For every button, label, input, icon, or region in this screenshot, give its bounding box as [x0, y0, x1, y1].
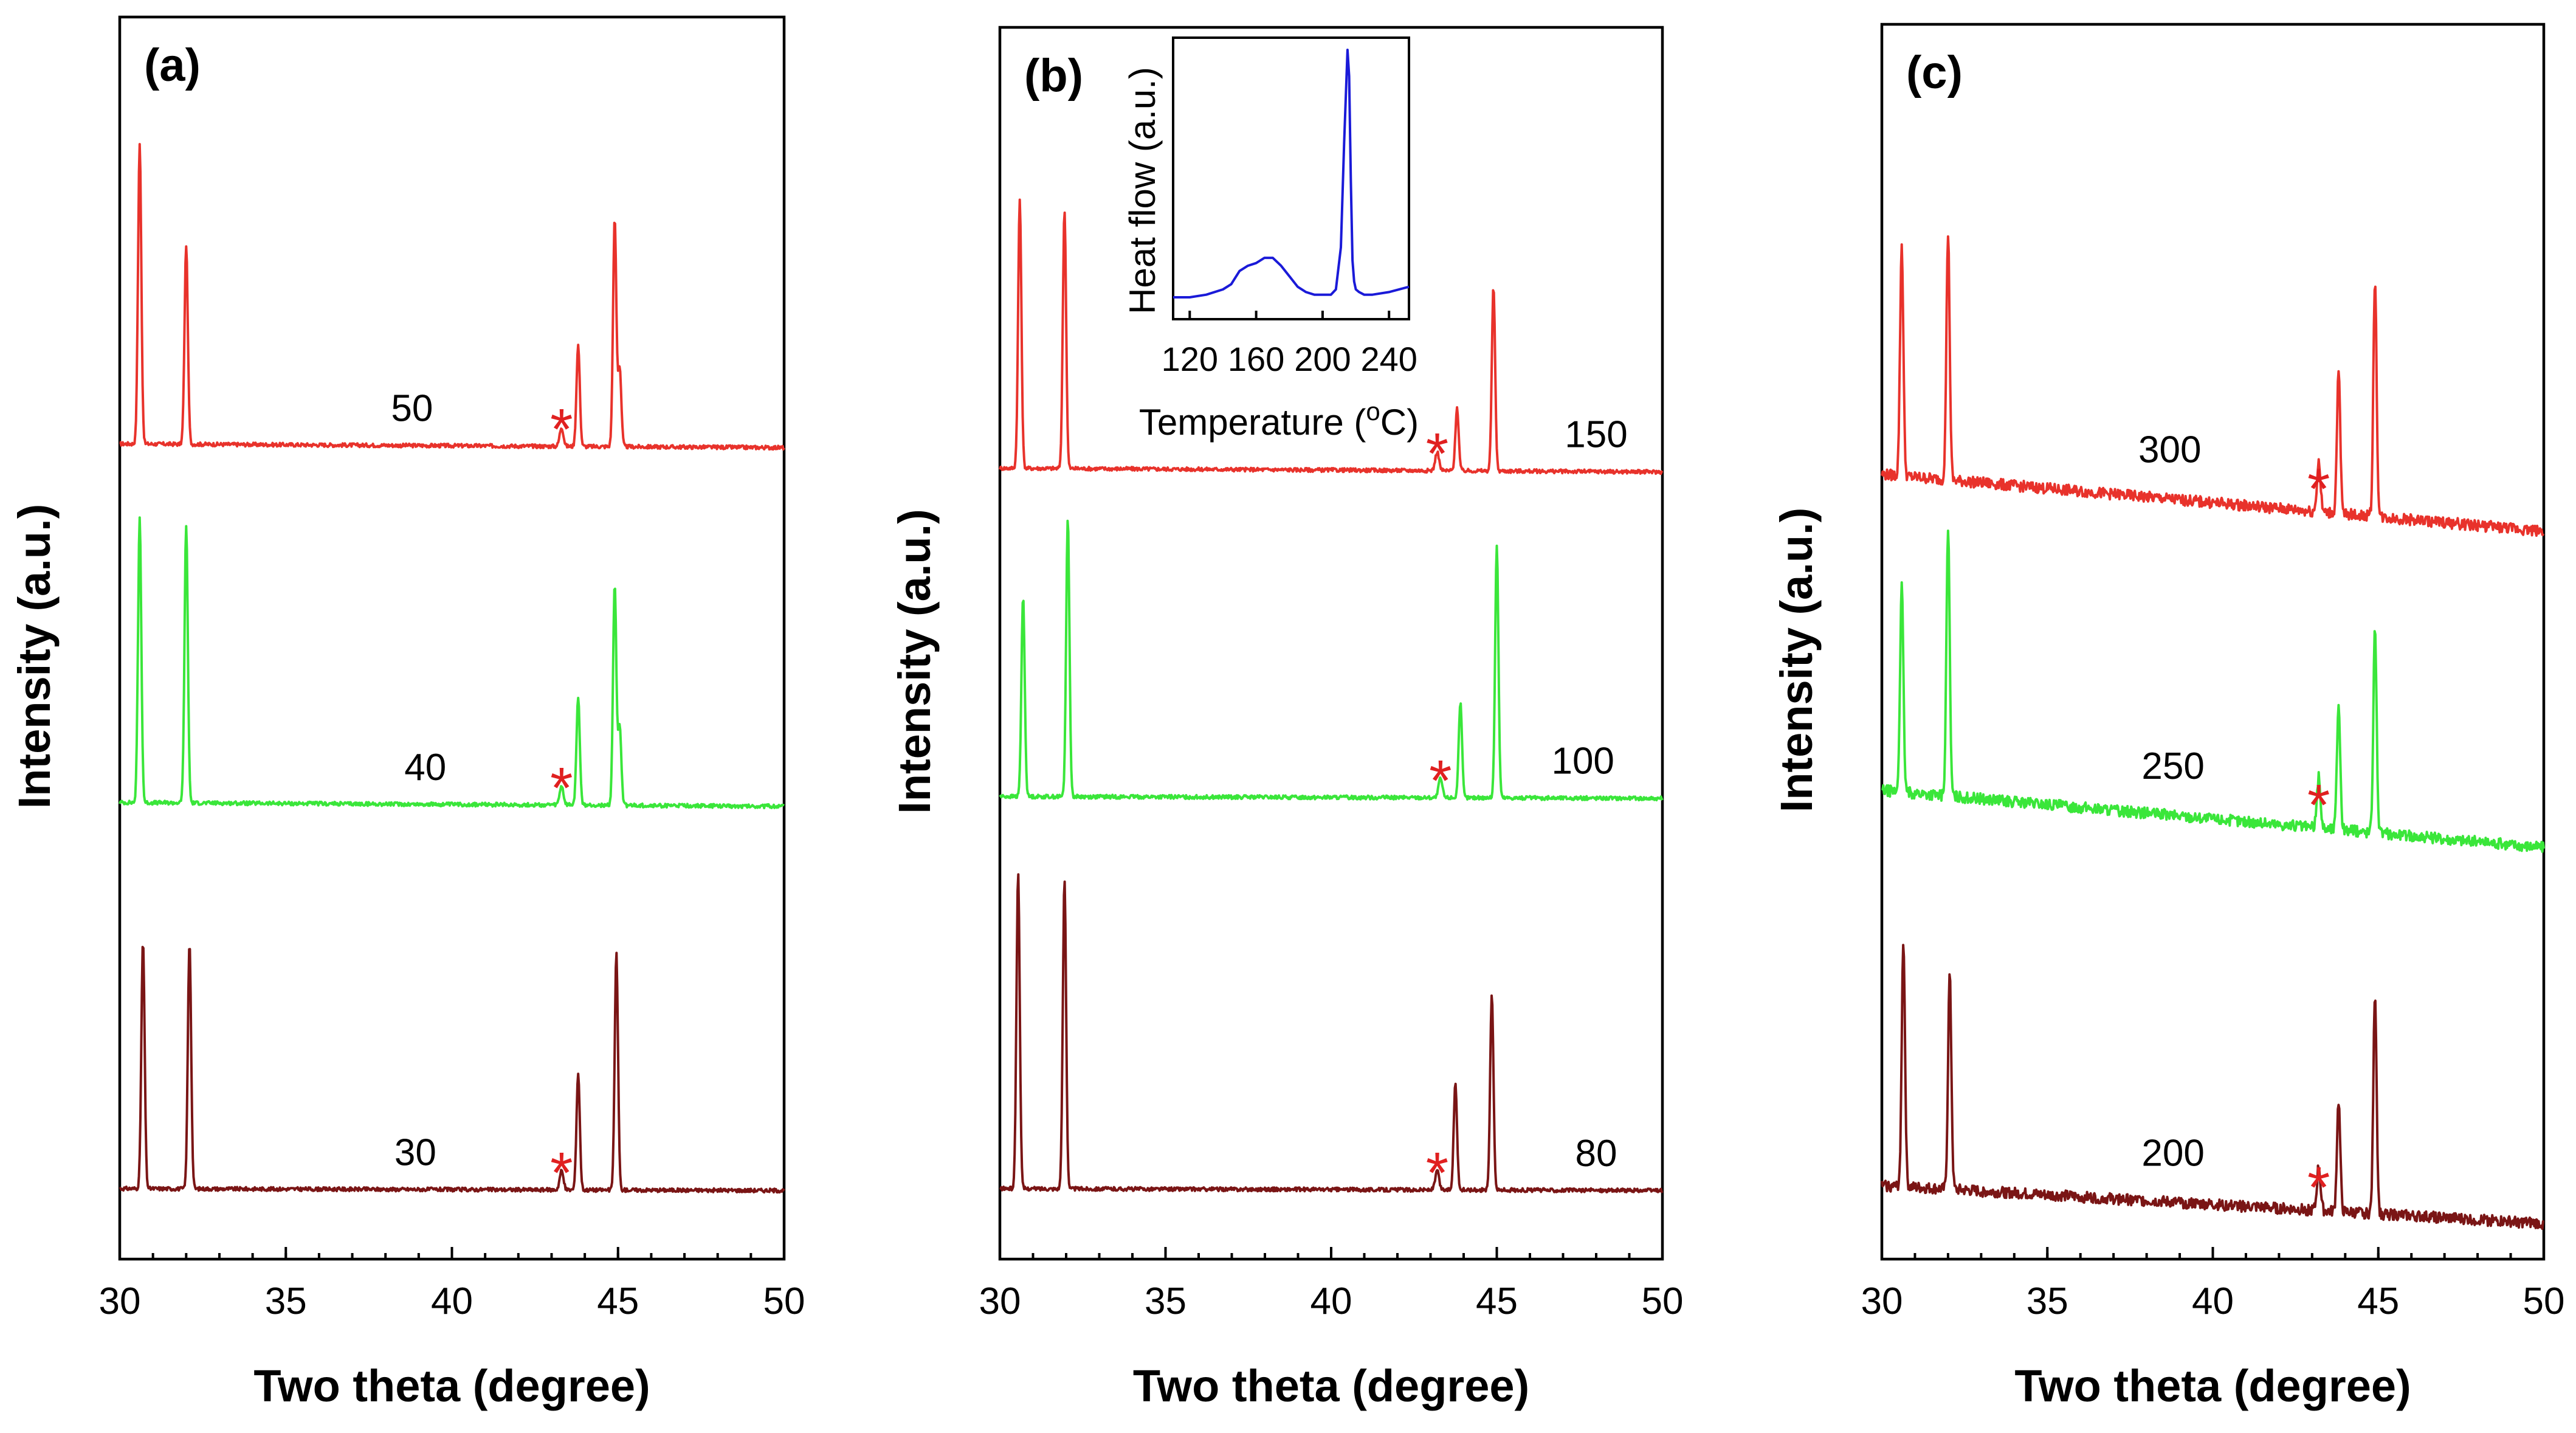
- x-tick-label: 35: [265, 1280, 307, 1322]
- dsc-inset: 120 160 200 240 Temperature (oC) Heat flow (a…: [1122, 36, 1419, 443]
- x-tick-label: 45: [1476, 1280, 1518, 1322]
- inset-frame: [1172, 36, 1410, 320]
- x-tick-label: 35: [1145, 1280, 1186, 1322]
- inset-x-tick-label: 240: [1360, 340, 1417, 378]
- trace-50: [119, 143, 785, 451]
- y-axis-title: Intensity (a.u.): [889, 509, 940, 814]
- trace-200: [1881, 944, 2545, 1230]
- x-tick-label: 50: [1642, 1280, 1684, 1322]
- plot-frame: [1880, 22, 2546, 1261]
- x-tick-label: 40: [1310, 1280, 1352, 1322]
- series-label-100: 100: [1551, 741, 1614, 782]
- impurity-star: *: [550, 756, 573, 821]
- plot-frame: [118, 15, 786, 1261]
- series-label-40: 40: [404, 747, 446, 789]
- series-label-200: 200: [2141, 1132, 2204, 1174]
- trace-300: [1881, 235, 2545, 537]
- impurity-star: *: [2307, 1155, 2330, 1220]
- x-tick-label: 40: [431, 1280, 473, 1322]
- x-tick-label: 50: [763, 1280, 805, 1322]
- inset-x-tick-label: 120: [1162, 340, 1218, 378]
- y-axis-title: Intensity (a.u.): [1771, 508, 1822, 813]
- inset-x-tick-label: 200: [1294, 340, 1351, 378]
- x-axis-title: Two theta (degree): [253, 1361, 650, 1411]
- x-axis-title: Two theta (degree): [2014, 1361, 2411, 1411]
- panel-c: 30 35 40 45 50 Two theta (degree) Intensity (a…: [1771, 22, 2565, 1411]
- series-label-80: 80: [1576, 1133, 1617, 1175]
- y-axis-title: Intensity (a.u.): [9, 504, 60, 809]
- panel-a: 30 35 40 45 50 Two theta (degree) Intensity (a…: [9, 15, 805, 1411]
- panel-b: 30 35 40 45 50 Two theta (degree) Intensity (a…: [889, 26, 1684, 1411]
- trace-80: [999, 873, 1664, 1193]
- impurity-star: *: [1426, 1141, 1448, 1206]
- x-tick-label: 45: [2357, 1280, 2399, 1322]
- series-label-250: 250: [2141, 745, 2204, 787]
- impurity-star: *: [550, 1141, 573, 1206]
- impurity-star: *: [1426, 421, 1448, 486]
- dsc-curve: [1173, 49, 1410, 299]
- panel-label: (b): [1024, 50, 1083, 102]
- x-tick-label: 50: [2523, 1280, 2565, 1322]
- inset-y-axis-title: Heat flow (a.u.): [1122, 67, 1163, 314]
- series-label-50: 50: [391, 388, 433, 430]
- x-tick-label: 35: [2027, 1280, 2068, 1322]
- series-label-150: 150: [1565, 414, 1627, 456]
- trace-150: [999, 198, 1664, 475]
- panel-label: (c): [1906, 47, 1963, 98]
- x-tick-label: 30: [99, 1280, 141, 1322]
- x-tick-label: 30: [979, 1280, 1021, 1322]
- inset-x-tick-label: 160: [1228, 340, 1284, 378]
- x-axis-title: Two theta (degree): [1133, 1361, 1529, 1411]
- impurity-star: *: [1429, 748, 1452, 813]
- impurity-star: *: [550, 397, 573, 462]
- trace-250: [1881, 530, 2545, 853]
- x-tick-label: 30: [1861, 1280, 1903, 1322]
- impurity-star: *: [2307, 457, 2330, 522]
- trace-30: [119, 945, 785, 1194]
- impurity-star: *: [2307, 773, 2330, 838]
- series-label-30: 30: [394, 1131, 436, 1173]
- x-tick-label: 40: [2192, 1280, 2234, 1322]
- series-label-300: 300: [2138, 429, 2201, 471]
- panel-label: (a): [144, 40, 201, 91]
- x-tick-label: 45: [597, 1280, 639, 1322]
- inset-x-axis-title: Temperature (oC): [1139, 397, 1419, 443]
- trace-40: [119, 516, 785, 810]
- trace-100: [999, 519, 1664, 802]
